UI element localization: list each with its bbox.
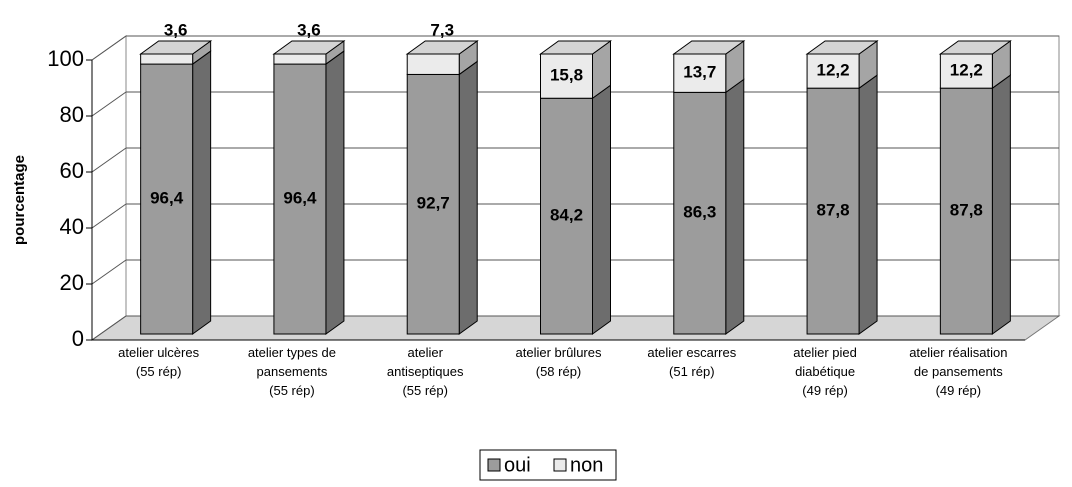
bar-top	[139, 40, 213, 55]
x-tick-label-line: atelier ulcères	[118, 345, 199, 360]
x-tick-label: atelier brûlures (58 rép)	[516, 345, 602, 379]
x-tick-label: atelier réalisation de pansements (49 rép)	[909, 345, 1007, 398]
x-tick-label-line: (58 rép)	[536, 364, 582, 379]
x-tick-label-line: pansements	[257, 364, 328, 379]
x-tick-label: atelier antiseptiques (55 rép)	[387, 345, 464, 398]
bar	[806, 53, 860, 89]
y-axis-label: pourcentage	[11, 155, 28, 245]
y-tick-label: 80	[60, 102, 84, 127]
data-label: 12,2	[817, 61, 850, 80]
grid-line	[91, 259, 127, 285]
bar	[406, 53, 460, 75]
x-tick-label-line: diabétique	[795, 364, 855, 379]
grid-line	[91, 91, 127, 117]
x-tick-label-line: atelier	[408, 345, 444, 360]
bar	[140, 63, 194, 335]
bar-top	[405, 40, 479, 55]
bar-side	[858, 74, 878, 335]
data-label: 3,6	[164, 20, 188, 39]
x-tick-label-line: atelier réalisation	[909, 345, 1007, 360]
grid-line	[91, 35, 127, 61]
data-label: 12,2	[950, 61, 983, 80]
bar	[806, 87, 860, 335]
x-tick-label: atelier ulcères (55 rép)	[118, 345, 199, 379]
x-tick-label-line: (55 rép)	[269, 383, 315, 398]
x-tick-label-line: de pansements	[914, 364, 1003, 379]
x-tick-label-line: atelier escarres	[647, 345, 736, 360]
legend-swatch	[553, 458, 567, 472]
bar-side	[725, 78, 745, 335]
bar	[939, 53, 993, 89]
bar-side	[192, 50, 212, 335]
legend-box	[479, 449, 617, 481]
bar-top	[672, 40, 746, 55]
bar	[406, 73, 460, 335]
data-label: 87,8	[950, 201, 983, 220]
x-tick-label: atelier escarres (51 rép)	[647, 345, 736, 379]
legend-label: non	[570, 454, 603, 476]
x-tick-label-line: (51 rép)	[669, 364, 715, 379]
y-tick-label: 60	[60, 158, 84, 183]
bar-side	[325, 50, 345, 335]
legend-swatch	[487, 458, 501, 472]
x-tick-label: atelier pied diabétique (49 rép)	[793, 345, 857, 398]
y-tick-label: 20	[60, 270, 84, 295]
data-label: 92,7	[417, 194, 450, 213]
bar	[939, 87, 993, 335]
y-tick-label: 0	[72, 326, 84, 351]
x-tick-label: atelier types de pansements (55 rép)	[248, 345, 336, 398]
bar	[273, 63, 327, 335]
x-tick-label-line: (49 rép)	[936, 383, 982, 398]
bar-top	[805, 40, 879, 55]
x-tick-label-line: (55 rép)	[402, 383, 448, 398]
x-tick-label-line: atelier types de	[248, 345, 336, 360]
y-tick-label: 40	[60, 214, 84, 239]
x-tick-label-line: antiseptiques	[387, 364, 464, 379]
grid-line	[91, 147, 127, 173]
bar-top	[538, 40, 613, 55]
data-label: 3,6	[297, 20, 321, 39]
data-label: 96,4	[283, 189, 317, 208]
x-tick-label-line: (55 rép)	[136, 364, 182, 379]
data-label: 87,8	[817, 201, 850, 220]
bar-side	[592, 84, 611, 335]
legend-label: oui	[504, 454, 531, 476]
bar-top	[272, 40, 346, 55]
y-tick-label: 100	[47, 46, 84, 71]
data-label: 15,8	[550, 66, 583, 85]
x-tick-label-line: atelier brûlures	[516, 345, 602, 360]
data-label: 84,2	[550, 206, 583, 225]
grid-line	[91, 315, 127, 341]
x-tick-label-line: atelier pied	[793, 345, 857, 360]
bar	[673, 53, 727, 93]
bar	[273, 53, 327, 65]
x-tick-label-line: (49 rép)	[802, 383, 848, 398]
data-label: 7,3	[430, 20, 454, 39]
bar-side	[458, 60, 478, 335]
data-label: 96,4	[150, 189, 184, 208]
grid-line	[91, 203, 127, 229]
bar-side	[991, 74, 1011, 335]
bar-top	[938, 40, 1012, 55]
side-wall	[91, 35, 127, 341]
data-label: 13,7	[683, 63, 716, 82]
bar	[140, 53, 194, 65]
data-label: 86,3	[683, 203, 716, 222]
